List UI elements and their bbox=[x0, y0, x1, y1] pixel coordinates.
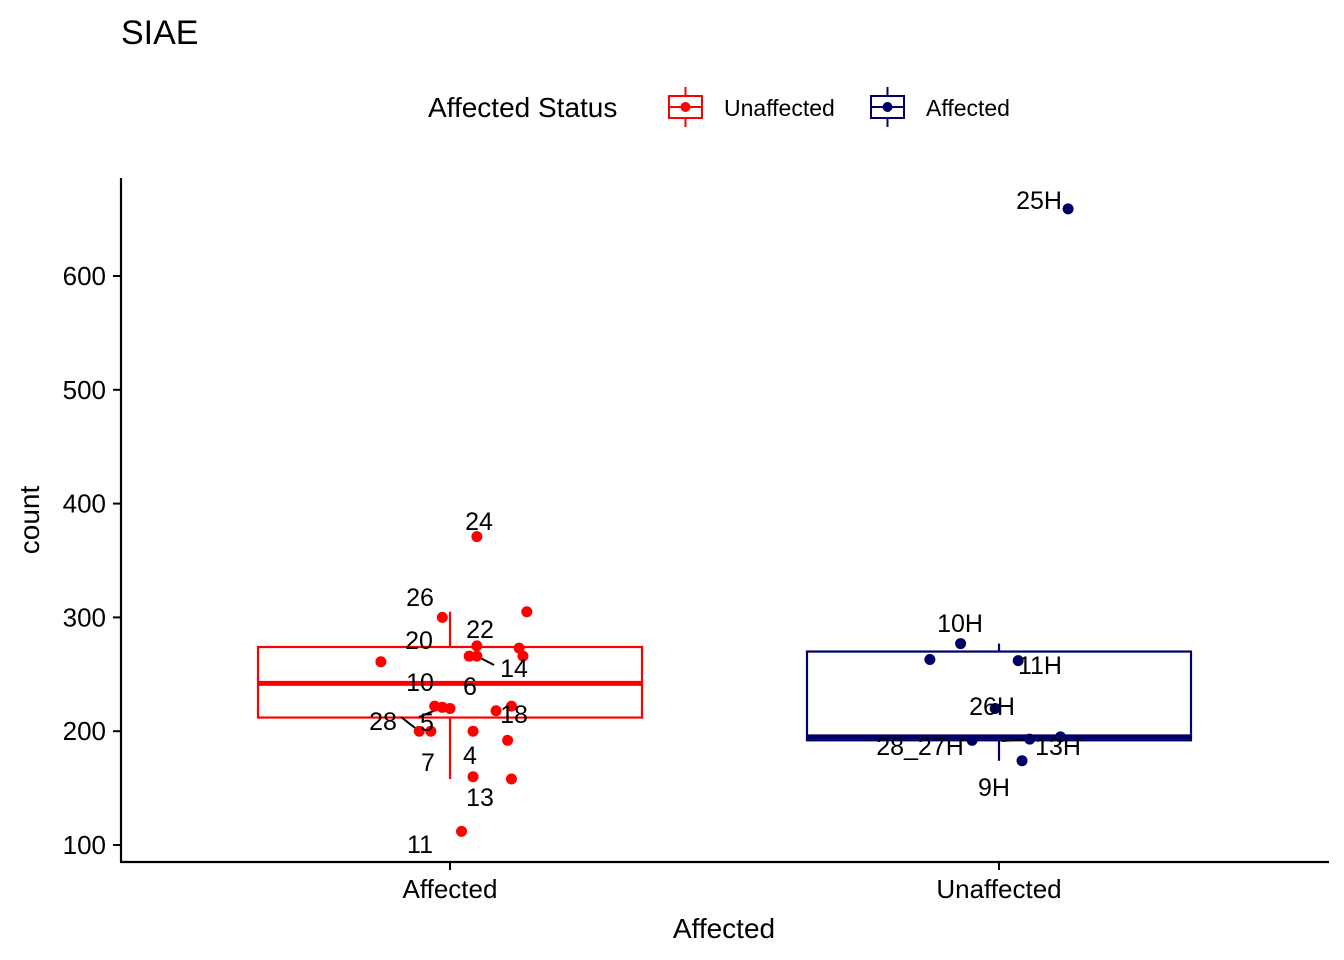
data-point bbox=[436, 611, 448, 623]
y-tick-label: 600 bbox=[63, 261, 106, 291]
legend-key-unaffected bbox=[668, 87, 703, 127]
y-tick-label: 100 bbox=[63, 830, 106, 860]
point-label: 10 bbox=[406, 669, 434, 697]
point-label: 26 bbox=[406, 584, 434, 612]
data-point bbox=[471, 531, 483, 543]
point-label: 24 bbox=[465, 508, 493, 536]
data-point bbox=[521, 606, 533, 618]
data-point bbox=[413, 725, 425, 737]
legend-label-unaffected: Unaffected bbox=[724, 95, 835, 121]
point-label: 14 bbox=[500, 655, 528, 683]
y-tick-label: 200 bbox=[63, 716, 106, 746]
data-point bbox=[1024, 733, 1036, 745]
legend-title: Affected Status bbox=[428, 92, 617, 123]
point-label: 11H bbox=[1018, 652, 1062, 680]
point-label: 7 bbox=[421, 749, 435, 777]
point-label: 18 bbox=[500, 701, 528, 729]
box bbox=[805, 650, 1193, 742]
data-point bbox=[1012, 655, 1024, 667]
data-point bbox=[467, 771, 479, 783]
data-point bbox=[1062, 203, 1074, 215]
data-point bbox=[467, 725, 479, 737]
y-tick-label: 300 bbox=[63, 602, 106, 632]
point-label: 10H bbox=[937, 610, 983, 638]
y-tick-label: 400 bbox=[63, 489, 106, 519]
point-label: 13H bbox=[1035, 733, 1081, 761]
point-label: 11 bbox=[407, 831, 433, 859]
data-point bbox=[502, 734, 514, 746]
legend: Affected Status Unaffected Affected bbox=[428, 87, 1010, 127]
y-tick-label: 500 bbox=[63, 375, 106, 405]
point-label: 25H bbox=[1016, 187, 1062, 215]
legend-label-affected: Affected bbox=[926, 95, 1010, 121]
x-tick-label: Unaffected bbox=[936, 874, 1061, 904]
point-label: 28_27H bbox=[876, 733, 964, 761]
data-point bbox=[436, 701, 448, 713]
data-point bbox=[966, 734, 978, 746]
point-label: 20 bbox=[405, 627, 433, 655]
data-point bbox=[490, 705, 502, 717]
y-axis-title: count bbox=[14, 486, 45, 555]
data-point bbox=[463, 650, 475, 662]
data-point bbox=[1016, 755, 1028, 767]
x-axis-title: Affected bbox=[673, 913, 775, 944]
point-label: 6 bbox=[463, 673, 477, 701]
point-label: 4 bbox=[463, 742, 477, 770]
point-label: 13 bbox=[466, 784, 494, 812]
point-label: 26H bbox=[969, 693, 1015, 721]
data-point bbox=[425, 725, 437, 737]
data-point bbox=[471, 650, 483, 662]
data-point bbox=[955, 638, 967, 650]
legend-key-affected bbox=[870, 87, 905, 127]
point-label: 28 bbox=[369, 708, 397, 736]
data-point bbox=[1054, 731, 1066, 743]
data-point bbox=[924, 654, 936, 666]
data-point bbox=[505, 773, 517, 785]
data-point bbox=[456, 825, 468, 837]
point-label: 5 bbox=[420, 709, 434, 737]
point-label: 22 bbox=[466, 616, 494, 644]
data-point bbox=[471, 640, 483, 652]
chart-title: SIAE bbox=[121, 14, 198, 52]
data-point bbox=[505, 700, 517, 712]
data-point bbox=[375, 656, 387, 668]
data-point bbox=[989, 702, 1001, 714]
x-tick-label: Affected bbox=[403, 874, 498, 904]
point-label: 9H bbox=[978, 774, 1010, 802]
data-point bbox=[517, 650, 529, 662]
